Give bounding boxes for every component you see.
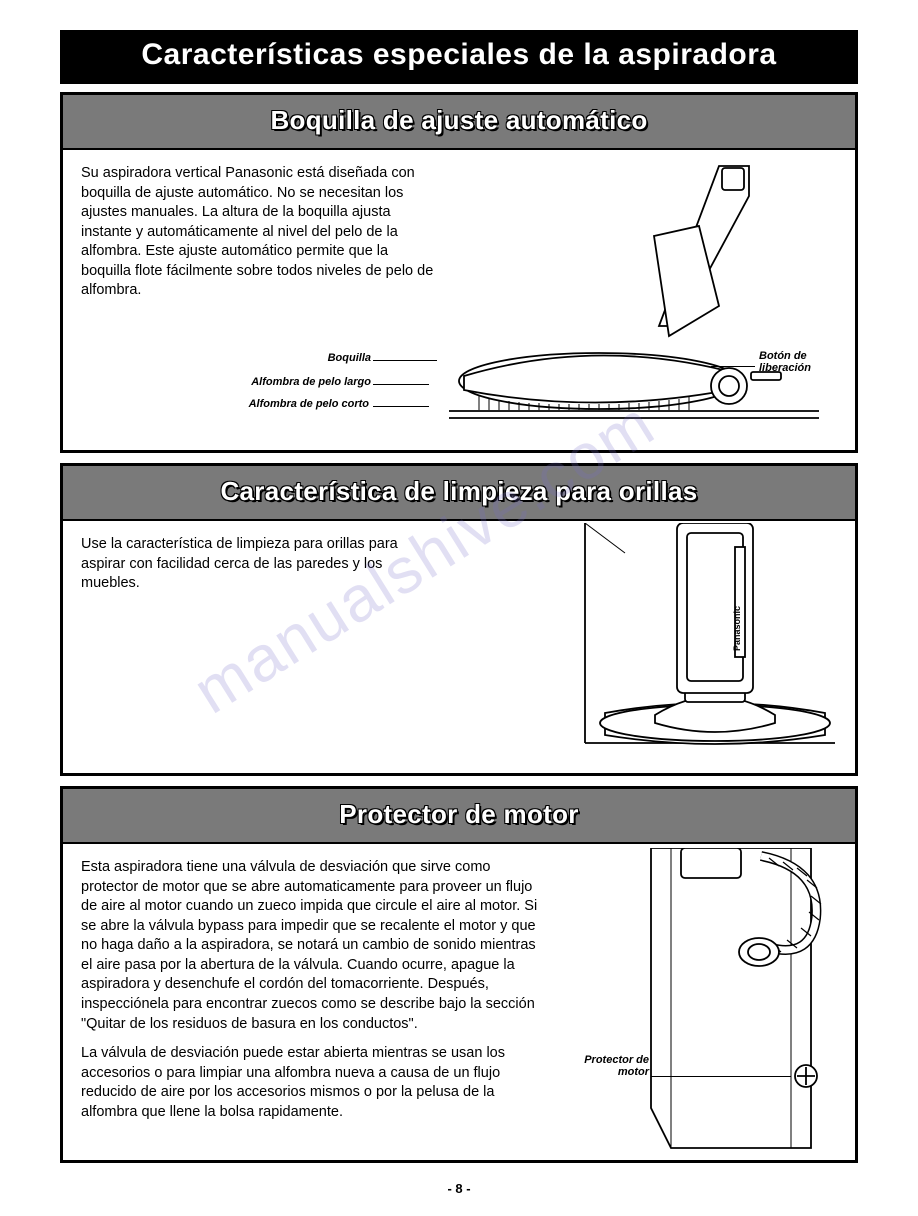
label-boquilla: Boquilla — [261, 352, 371, 364]
section-header: Protector de motor — [63, 789, 855, 844]
section-header: Boquilla de ajuste automático — [63, 95, 855, 150]
paragraph: Su aspiradora vertical Panasonic está di… — [81, 164, 441, 301]
label-line — [373, 406, 429, 407]
label-protector: Protector de motor — [569, 1054, 649, 1078]
section-boquilla: Boquilla de ajuste automático Su aspirad… — [60, 92, 858, 453]
paragraph: Use la característica de limpieza para o… — [81, 535, 441, 594]
motor-protector-diagram — [611, 848, 851, 1154]
section-header: Característica de limpieza para orillas — [63, 466, 855, 521]
label-line — [711, 366, 755, 367]
section-title: Característica de limpieza para orillas — [69, 476, 849, 507]
section-body: Esta aspiradora tiene una válvula de des… — [63, 844, 855, 1160]
section-body: Su aspiradora vertical Panasonic está di… — [63, 150, 855, 450]
section-title: Protector de motor — [69, 799, 849, 830]
main-title: Características especiales de la aspirad… — [60, 30, 858, 84]
panasonic-logo: Panasonic — [732, 606, 742, 651]
label-line — [373, 384, 429, 385]
section-protector: Protector de motor Esta aspiradora tiene… — [60, 786, 858, 1163]
vacuum-nozzle-diagram — [419, 156, 849, 436]
label-line — [651, 1076, 791, 1077]
label-pelo-corto: Alfombra de pelo corto — [169, 398, 369, 410]
label-line — [373, 360, 437, 361]
section-orillas: Característica de limpieza para orillas … — [60, 463, 858, 776]
paragraph: Esta aspiradora tiene una válvula de des… — [81, 858, 541, 1034]
section-text: Su aspiradora vertical Panasonic está di… — [81, 164, 441, 301]
section-text: Use la característica de limpieza para o… — [81, 535, 441, 594]
vacuum-front-diagram: Panasonic — [575, 523, 845, 767]
section-title: Boquilla de ajuste automático — [69, 105, 849, 136]
section-body: Use la característica de limpieza para o… — [63, 521, 855, 773]
page-number: - 8 - — [60, 1181, 858, 1196]
label-boton: Botón de liberación — [759, 350, 839, 374]
section-text: Esta aspiradora tiene una válvula de des… — [81, 858, 541, 1122]
label-pelo-largo: Alfombra de pelo largo — [171, 376, 371, 388]
paragraph: La válvula de desviación puede estar abi… — [81, 1044, 541, 1122]
